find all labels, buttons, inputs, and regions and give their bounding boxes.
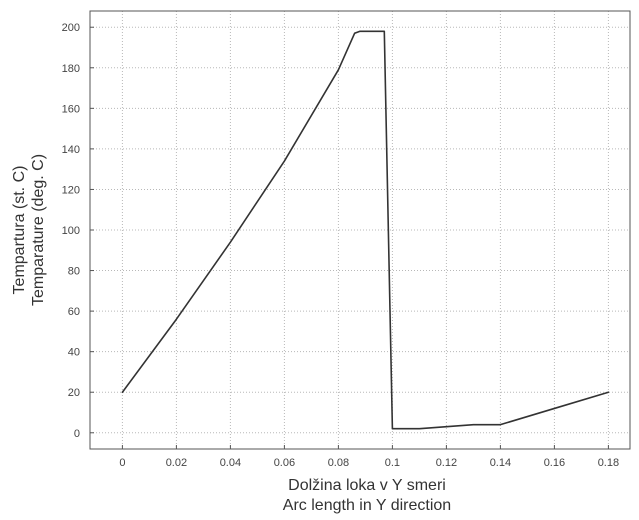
x-tick-label: 0.1 xyxy=(385,457,400,469)
y-tick-label: 200 xyxy=(62,22,80,34)
y-tick-label: 60 xyxy=(68,306,80,318)
y-tick-label: 120 xyxy=(62,184,80,196)
y-tick-label: 0 xyxy=(74,428,80,440)
y-tick-label: 40 xyxy=(68,347,80,359)
x-tick-label: 0.06 xyxy=(274,457,295,469)
x-tick-label: 0 xyxy=(119,457,125,469)
y-tick-label: 140 xyxy=(62,144,80,156)
grid-lines xyxy=(90,11,630,449)
y-tick-label: 160 xyxy=(62,103,80,115)
x-tick-label: 0.18 xyxy=(598,457,619,469)
y-tick-label: 80 xyxy=(68,266,80,278)
y-axis-label-line-1: Tempartura (st. C) xyxy=(11,166,28,295)
x-tick-label: 0.08 xyxy=(328,457,349,469)
x-axis-label-line-1: Dolžina loka v Y smeri xyxy=(288,477,446,494)
y-axis-label-line-2: Temparature (deg. C) xyxy=(30,154,47,306)
x-tick-label: 0.12 xyxy=(436,457,457,469)
x-tick-label: 0.02 xyxy=(166,457,187,469)
x-axis-label-line-2: Arc length in Y direction xyxy=(283,497,451,514)
x-tick-label: 0.04 xyxy=(220,457,241,469)
y-tick-label: 20 xyxy=(68,387,80,399)
x-tick-label: 0.16 xyxy=(544,457,565,469)
temperature-series-line xyxy=(121,30,610,430)
y-tick-label: 180 xyxy=(62,63,80,75)
y-tick-label: 100 xyxy=(62,225,80,237)
series-layer xyxy=(121,30,610,430)
axis-ticks: 0 0.02 0.04 0.06 0.08 0.1 0.12 0.14 0.16 0.18 0 20 4… xyxy=(62,22,619,469)
x-tick-label: 0.14 xyxy=(490,457,511,469)
